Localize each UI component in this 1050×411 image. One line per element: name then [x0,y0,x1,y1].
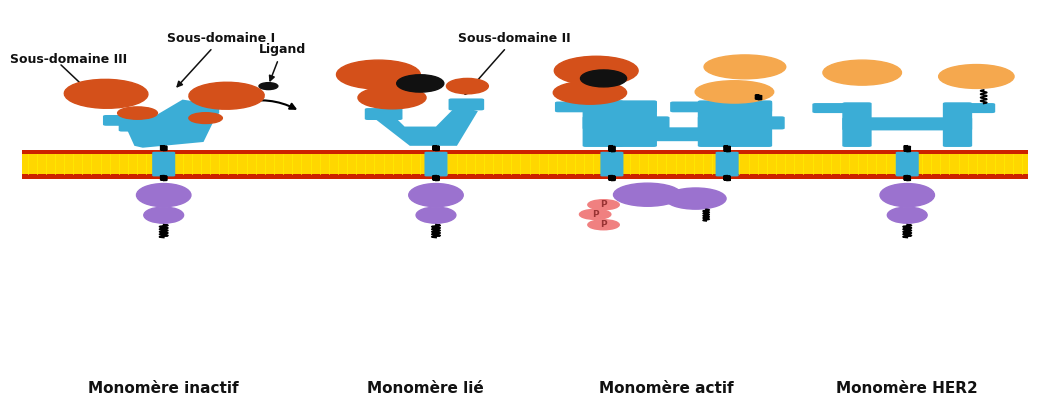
FancyBboxPatch shape [119,122,204,132]
FancyBboxPatch shape [943,102,972,147]
Ellipse shape [613,183,681,206]
Polygon shape [124,99,222,148]
Ellipse shape [880,184,934,207]
Text: Monomère lié: Monomère lié [368,381,484,396]
Ellipse shape [581,70,627,87]
FancyBboxPatch shape [731,102,772,112]
Ellipse shape [136,184,191,207]
Ellipse shape [553,81,627,104]
Ellipse shape [666,188,726,209]
FancyBboxPatch shape [601,152,624,176]
Ellipse shape [259,83,278,90]
FancyBboxPatch shape [698,116,784,129]
FancyBboxPatch shape [448,99,484,111]
Ellipse shape [189,82,265,109]
Text: Sous-domaine I: Sous-domaine I [167,32,275,87]
Text: Monomère HER2: Monomère HER2 [837,381,979,396]
Ellipse shape [408,184,463,207]
FancyBboxPatch shape [842,102,871,147]
FancyBboxPatch shape [896,152,919,176]
FancyBboxPatch shape [731,100,772,147]
Ellipse shape [118,107,158,119]
Ellipse shape [554,56,638,85]
Polygon shape [371,105,478,146]
Ellipse shape [887,207,927,223]
Text: P: P [601,200,607,209]
Ellipse shape [416,207,456,223]
FancyBboxPatch shape [583,100,624,147]
Ellipse shape [336,60,420,89]
Text: Monomère inactif: Monomère inactif [88,381,239,396]
Bar [22,150,1028,154]
FancyBboxPatch shape [364,108,402,120]
FancyBboxPatch shape [698,100,738,147]
Ellipse shape [189,113,223,123]
Ellipse shape [580,209,611,219]
Ellipse shape [705,55,785,79]
FancyBboxPatch shape [813,103,854,113]
Text: Sous-domaine II: Sous-domaine II [458,32,571,94]
FancyBboxPatch shape [182,104,219,114]
FancyBboxPatch shape [583,116,670,129]
Ellipse shape [64,79,148,108]
FancyBboxPatch shape [424,152,447,176]
Ellipse shape [358,86,426,109]
Ellipse shape [939,65,1014,88]
Bar [22,174,1028,178]
Ellipse shape [823,60,902,85]
Text: P: P [592,210,598,219]
FancyBboxPatch shape [670,102,711,112]
FancyBboxPatch shape [555,102,595,112]
Text: Sous-domaine III: Sous-domaine III [9,53,127,66]
Ellipse shape [144,207,184,223]
Text: P: P [601,220,607,229]
Ellipse shape [397,75,444,92]
Ellipse shape [588,220,619,230]
Bar [22,154,1028,174]
FancyBboxPatch shape [716,152,738,176]
FancyBboxPatch shape [103,115,149,126]
Text: Monomère actif: Monomère actif [600,381,734,396]
Ellipse shape [588,200,619,210]
FancyBboxPatch shape [842,117,972,130]
FancyBboxPatch shape [954,103,995,113]
FancyBboxPatch shape [152,152,175,176]
FancyBboxPatch shape [621,127,727,141]
FancyBboxPatch shape [616,100,657,147]
Text: Ligand: Ligand [258,44,306,81]
Ellipse shape [695,81,774,103]
FancyBboxPatch shape [616,102,657,112]
Ellipse shape [446,79,488,94]
